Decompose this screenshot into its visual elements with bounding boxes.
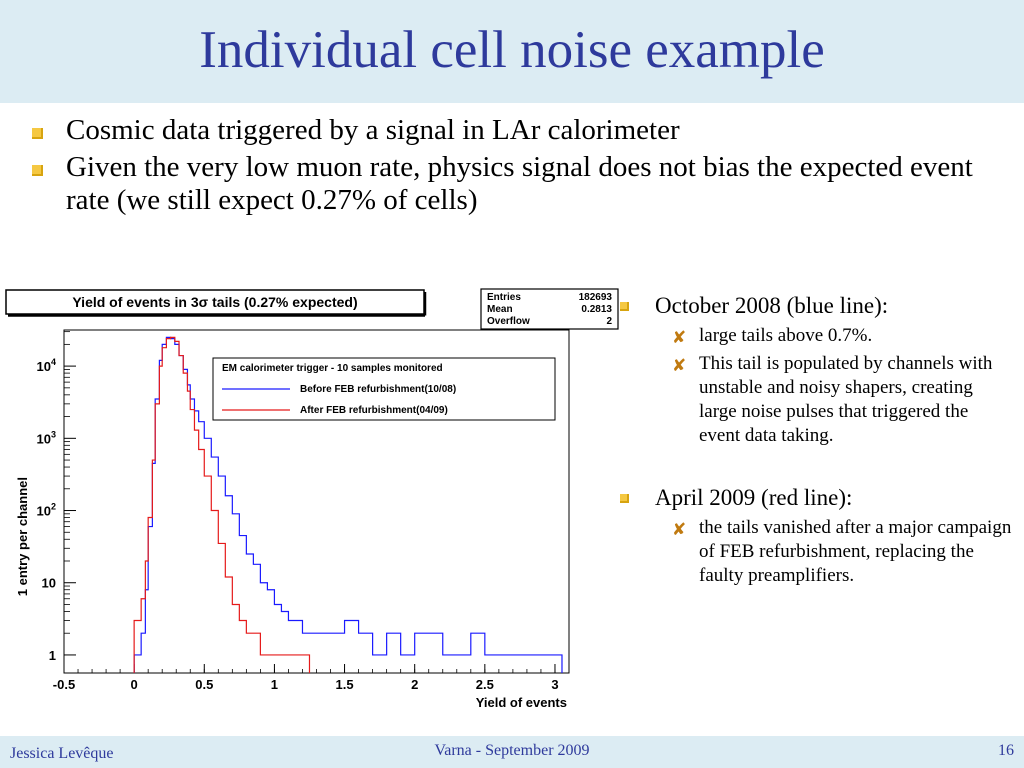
x-axis-label: Yield of events — [476, 695, 567, 710]
bullet-item: Given the very low muon rate, physics si… — [24, 151, 1004, 217]
stats-overflow: Overflow 2 — [487, 316, 612, 327]
y-tick-label: 102 — [37, 502, 56, 519]
page-number: 16 — [998, 742, 1014, 759]
y-axis-label: 1 entry per channel — [15, 477, 30, 596]
x-tick-label: 2.5 — [476, 677, 494, 692]
bullet-text: Given the very low muon rate, physics si… — [66, 151, 973, 216]
x-tick-label: 3 — [551, 677, 558, 692]
bullet-square-icon — [32, 165, 43, 176]
series-line-after — [133, 336, 311, 673]
svg-text:Mean: Mean — [487, 304, 513, 315]
x-tick-label: 0 — [131, 677, 138, 692]
side-notes: October 2008 (blue line): ✘ large tails … — [614, 292, 1014, 588]
stats-box — [480, 288, 619, 330]
svg-text:Entries: Entries — [487, 292, 521, 303]
y-tick-label: 103 — [37, 429, 56, 446]
legend-header: EM calorimeter trigger - 10 samples moni… — [222, 363, 443, 374]
stats-entries-value: 182693 — [579, 292, 613, 303]
note-october: October 2008 (blue line): — [614, 292, 1014, 320]
cross-bullet-icon: ✘ — [672, 520, 687, 540]
series-group — [133, 336, 563, 673]
svg-text:Overflow: Overflow — [487, 316, 530, 327]
chart-title: Yield of events in 3σ tails (0.27% expec… — [72, 294, 357, 310]
histogram-chart: Yield of events in 3σ tails (0.27% expec… — [5, 288, 619, 710]
bullet-item: Cosmic data triggered by a signal in LAr… — [24, 114, 1004, 147]
legend-red-label: After FEB refurbishment(04/09) — [300, 405, 448, 416]
x-tick-label: 1.5 — [336, 677, 354, 692]
note-heading: October 2008 (blue line): — [655, 293, 889, 318]
chart-title-box — [5, 289, 425, 315]
bullet-square-icon — [32, 128, 43, 139]
cross-bullet-icon: ✘ — [672, 328, 687, 348]
stats-mean: Mean 0.2813 — [487, 304, 612, 315]
note-heading: April 2009 (red line): — [655, 485, 853, 510]
legend-blue-label: Before FEB refurbishment(10/08) — [300, 384, 456, 395]
series-line-before — [133, 336, 563, 673]
note-sub-item: ✘ This tail is populated by channels wit… — [614, 352, 1014, 448]
footer-author: Jessica Levêque — [10, 745, 114, 762]
stats-entries: Entries 182693 — [487, 292, 612, 303]
bullet-list: Cosmic data triggered by a signal in LAr… — [24, 114, 1004, 221]
note-sub-text: This tail is populated by channels with … — [699, 353, 993, 446]
footer: Jessica Levêque Varna - September 2009 1… — [0, 736, 1024, 768]
note-april: April 2009 (red line): — [614, 484, 1014, 512]
x-tick-label: 0.5 — [195, 677, 213, 692]
y-tick-label: 1 — [49, 648, 56, 663]
title-bar — [0, 0, 1024, 103]
note-sub-text: large tails above 0.7%. — [699, 325, 873, 346]
x-tick-label: -0.5 — [53, 677, 75, 692]
bullet-square-icon — [620, 494, 629, 503]
cross-bullet-icon: ✘ — [672, 356, 687, 376]
bullet-square-icon — [620, 302, 629, 311]
y-tick-label: 104 — [37, 357, 56, 374]
y-tick-label: 10 — [42, 576, 56, 591]
note-sub-text: the tails vanished after a major campaig… — [699, 517, 1012, 586]
footer-venue: Varna - September 2009 — [434, 742, 590, 759]
stats-mean-value: 0.2813 — [581, 304, 612, 315]
stats-overflow-value: 2 — [606, 316, 612, 327]
note-sub-item: ✘ the tails vanished after a major campa… — [614, 516, 1014, 588]
note-sub-item: ✘ large tails above 0.7%. — [614, 324, 1014, 348]
page-title: Individual cell noise example — [199, 21, 825, 79]
bullet-text: Cosmic data triggered by a signal in LAr… — [66, 114, 680, 146]
x-tick-label: 2 — [411, 677, 418, 692]
x-tick-label: 1 — [271, 677, 278, 692]
